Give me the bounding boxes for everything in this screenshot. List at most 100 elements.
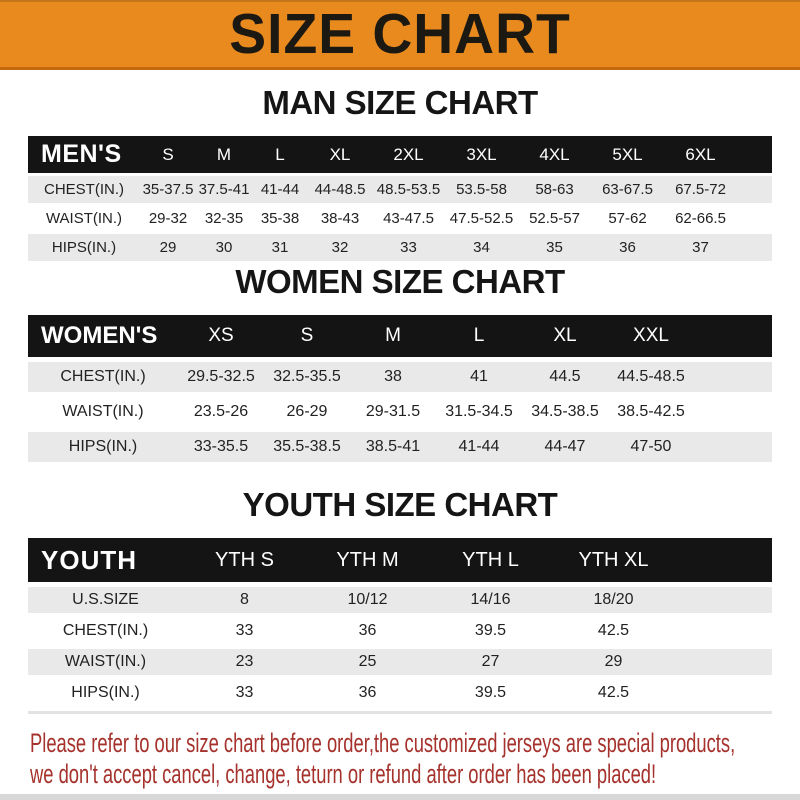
value-cell: 42.5 (597, 684, 630, 701)
column-header-cell: XS (208, 325, 234, 346)
value-cell: 30 (215, 239, 233, 256)
value-cell: 35 (546, 239, 563, 256)
table-row: CHEST(IN.) 35-37.5 37.5-41 41-44 44-48.5 48.5… (28, 176, 772, 203)
value-cell: 29-31.5 (365, 403, 421, 420)
value-cell: 38-43 (320, 210, 360, 227)
table-row: HIPS(IN.) 33 36 39.5 42.5 (28, 680, 772, 706)
value-cell: 42.5 (597, 622, 630, 639)
value-cell: 10/12 (347, 591, 388, 608)
man-size-chart-section: MAN SIZE CHART MEN'S S M L XL 2XL 3XL 4XL 5XL 6XL… (0, 84, 800, 261)
table-header-row: YOUTH YTH S YTH M YTH L YTH XL (28, 538, 772, 582)
women-size-chart-section: WOMEN SIZE CHART WOMEN'S XS S M L XL XXL CHEST(… (0, 263, 800, 462)
notice-line-2: we don't accept cancel, change, teturn o… (30, 759, 657, 789)
value-cell: 34 (473, 239, 490, 256)
row-label-cell: HIPS(IN.) (51, 239, 117, 256)
value-cell: 33 (400, 239, 417, 256)
table-row: WAIST(IN.) 23 25 27 29 (28, 649, 772, 675)
value-cell: 32.5-35.5 (273, 368, 341, 385)
column-header-cell: YTH L (462, 548, 519, 571)
value-cell: 38 (384, 368, 402, 385)
value-cell: 44.5 (549, 368, 581, 385)
banner-title: SIZE CHART (229, 2, 571, 66)
value-cell: 63-67.5 (602, 181, 653, 198)
value-cell: 67.5-72 (675, 181, 726, 198)
table-title-cell: YOUTH (41, 544, 137, 575)
column-header-cell: S (300, 325, 314, 346)
value-cell: 39.5 (474, 684, 507, 701)
table-title-cell: MEN'S (41, 140, 122, 168)
value-cell: 36 (358, 622, 377, 639)
row-label-cell: CHEST(IN.) (62, 622, 149, 639)
youth-size-chart-section: YOUTH SIZE CHART YOUTH YTH S YTH M YTH L YTH… (0, 486, 800, 714)
column-header-cell: L (473, 325, 485, 346)
value-cell: 39.5 (474, 622, 507, 639)
bottom-divider (0, 794, 800, 800)
table-row: HIPS(IN.) 29 30 31 32 33 34 35 36 37 (28, 234, 772, 261)
row-label-cell: U.S.SIZE (72, 591, 139, 608)
column-header-cell: S (162, 144, 174, 164)
value-cell: 23 (235, 653, 254, 670)
table-row: WAIST(IN.) 29-32 32-35 35-38 38-43 43-47.5 47.… (28, 205, 772, 232)
value-cell: 38.5-42.5 (617, 403, 685, 420)
row-label-cell: CHEST(IN.) (44, 181, 124, 198)
value-cell: 8 (240, 591, 249, 608)
value-cell: 57-62 (608, 210, 647, 227)
value-cell: 33 (235, 622, 254, 639)
column-header-cell: 6XL (685, 144, 716, 164)
value-cell: 34.5-38.5 (531, 403, 599, 420)
table-row: CHEST(IN.) 33 36 39.5 42.5 (28, 618, 772, 644)
value-cell: 41 (470, 368, 488, 385)
value-cell: 29 (159, 239, 177, 256)
row-label-cell: WAIST(IN.) (45, 210, 123, 227)
notice-line-1: Please refer to our size chart before or… (30, 728, 736, 758)
women-size-chart-title: WOMEN SIZE CHART (235, 263, 565, 300)
column-header-cell: XL (553, 325, 577, 346)
table-header-row: MEN'S S M L XL 2XL 3XL 4XL 5XL 6XL (28, 136, 772, 173)
value-cell: 26-29 (286, 403, 328, 420)
column-header-cell: 4XL (539, 144, 570, 164)
value-cell: 62-66.5 (675, 210, 726, 227)
value-cell: 44.5-48.5 (617, 368, 685, 385)
value-cell: 33 (235, 684, 254, 701)
value-cell: 58-63 (535, 181, 574, 198)
row-label-cell: WAIST(IN.) (64, 653, 147, 670)
value-cell: 23.5-26 (193, 403, 249, 420)
column-header-cell: 2XL (393, 144, 424, 164)
size-chart-banner: SIZE CHART (0, 0, 800, 70)
value-cell: 27 (481, 653, 500, 670)
value-cell: 35-37.5 (142, 181, 194, 198)
value-cell: 44-48.5 (314, 181, 366, 198)
column-header-cell: L (275, 144, 285, 164)
column-header-cell: YTH M (336, 548, 399, 571)
column-header-cell: YTH XL (578, 548, 649, 571)
value-cell: 37 (692, 239, 709, 256)
column-header-cell: 3XL (466, 144, 497, 164)
row-label-cell: HIPS(IN.) (68, 438, 138, 455)
value-cell: 52.5-57 (529, 210, 580, 227)
value-cell: 48.5-53.5 (376, 181, 441, 198)
column-header-cell: XL (329, 144, 351, 164)
table-row: HIPS(IN.) 33-35.5 35.5-38.5 38.5-41 41-44 44-… (28, 432, 772, 462)
value-cell: 35-38 (260, 210, 300, 227)
value-cell: 47-50 (630, 438, 672, 455)
column-header-cell: M (216, 144, 232, 164)
man-size-chart-title: MAN SIZE CHART (262, 84, 538, 121)
row-label-cell: HIPS(IN.) (71, 684, 140, 701)
column-header-cell: M (385, 325, 401, 346)
youth-size-chart-title: YOUTH SIZE CHART (242, 486, 558, 523)
table-title-cell: WOMEN'S (41, 322, 158, 349)
value-cell: 41-44 (458, 438, 500, 455)
value-cell: 36 (358, 684, 377, 701)
value-cell: 41-44 (260, 181, 300, 198)
value-cell: 29 (604, 653, 623, 670)
value-cell: 25 (358, 653, 377, 670)
value-cell: 14/16 (470, 591, 511, 608)
value-cell: 32-35 (204, 210, 244, 227)
value-cell: 44-47 (544, 438, 586, 455)
value-cell: 36 (619, 239, 636, 256)
table-row: CHEST(IN.) 29.5-32.5 32.5-35.5 38 41 44.5 44.5… (28, 362, 772, 392)
row-label-cell: WAIST(IN.) (62, 403, 144, 420)
value-cell: 33-35.5 (193, 438, 249, 455)
value-cell: 53.5-58 (456, 181, 507, 198)
